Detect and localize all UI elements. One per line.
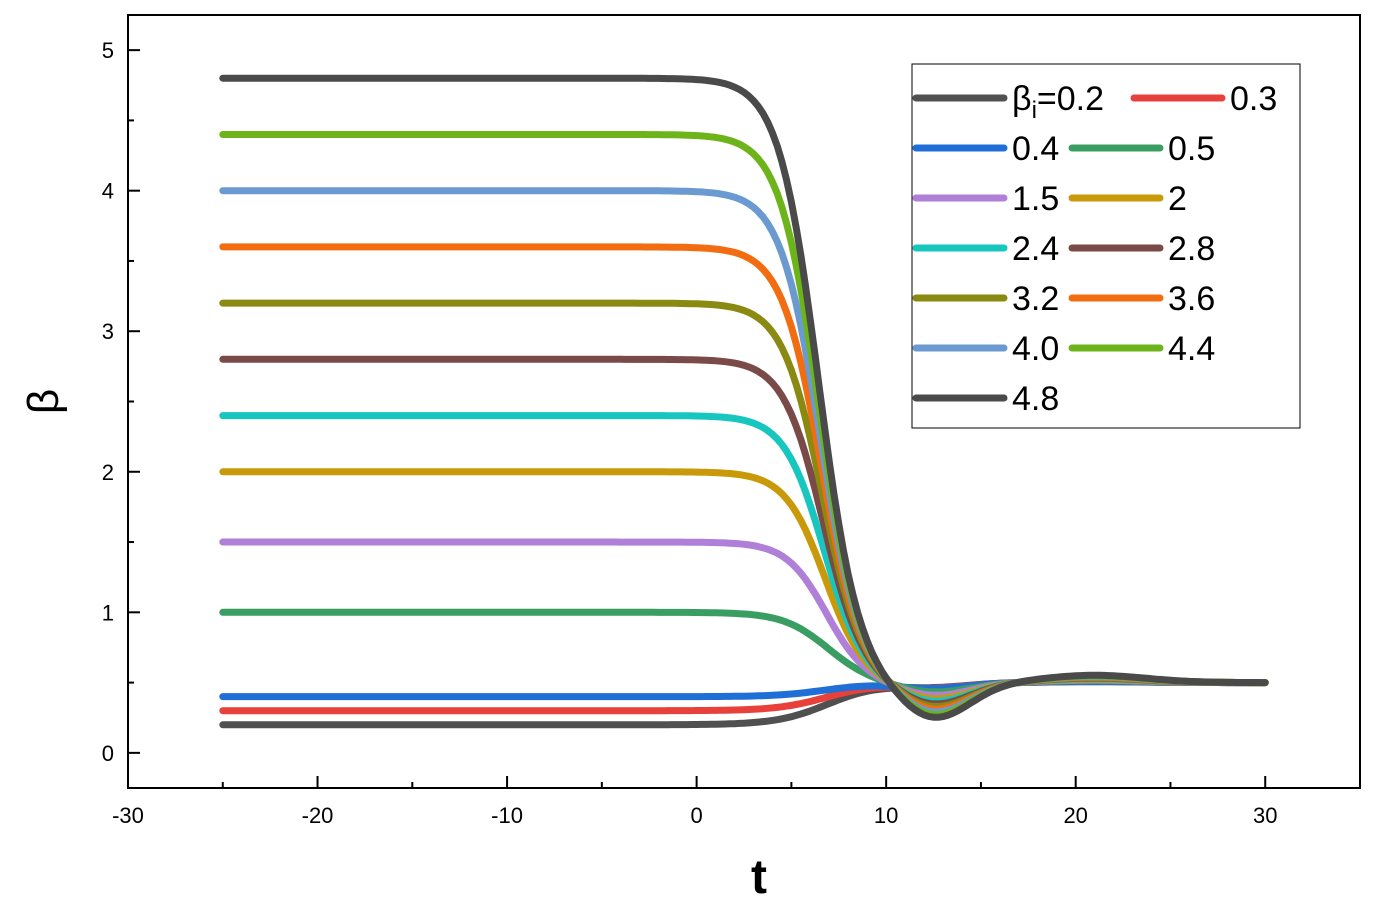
legend-label-0.4: 0.4 — [1012, 130, 1059, 168]
y-tick-label: 4 — [102, 179, 114, 204]
series-line-4.8 — [219, 74, 1269, 721]
x-tick-label: 30 — [1253, 803, 1277, 828]
x-tick-label: 20 — [1063, 803, 1087, 828]
legend: βi=0.2 0.3 0.4 0.5 1.5 2 2.4 2.8 3.2 3.6 4.0 4.4 4.8 — [911, 63, 1301, 429]
y-tick-label: 0 — [102, 741, 114, 766]
legend-label-4.4: 4.4 — [1168, 330, 1215, 368]
y-axis-title: β — [19, 389, 68, 414]
legend-label-2: 2 — [1168, 180, 1187, 218]
x-tick-label: -10 — [491, 803, 523, 828]
x-tick-label: -30 — [112, 803, 144, 828]
legend-label-4.8: 4.8 — [1012, 380, 1059, 418]
x-axis-title: t — [751, 851, 767, 904]
legend-label-0.2: βi=0.2 — [1012, 80, 1104, 124]
y-tick-label: 2 — [102, 460, 114, 485]
x-tick-label: 0 — [690, 803, 702, 828]
axis-titles: t β — [19, 389, 767, 904]
y-tick-label: 5 — [102, 38, 114, 63]
legend-label-2.4: 2.4 — [1012, 230, 1059, 268]
legend-label-3.6: 3.6 — [1168, 280, 1215, 318]
legend-label-0.3: 0.3 — [1230, 80, 1277, 118]
x-tick-label: -20 — [302, 803, 334, 828]
y-tick-label: 1 — [102, 600, 114, 625]
legend-label-4.0: 4.0 — [1012, 330, 1059, 368]
legend-label-1.5: 1.5 — [1012, 180, 1059, 218]
legend-label-0.5: 0.5 — [1168, 130, 1215, 168]
legend-label-2.8: 2.8 — [1168, 230, 1215, 268]
axis-ticks: -30 -20 -10 0 10 20 30 0 1 2 3 4 5 — [102, 38, 1278, 828]
x-tick-label: 10 — [874, 803, 898, 828]
legend-label-3.2: 3.2 — [1012, 280, 1059, 318]
data-series — [219, 74, 1269, 729]
y-tick-label: 3 — [102, 319, 114, 344]
